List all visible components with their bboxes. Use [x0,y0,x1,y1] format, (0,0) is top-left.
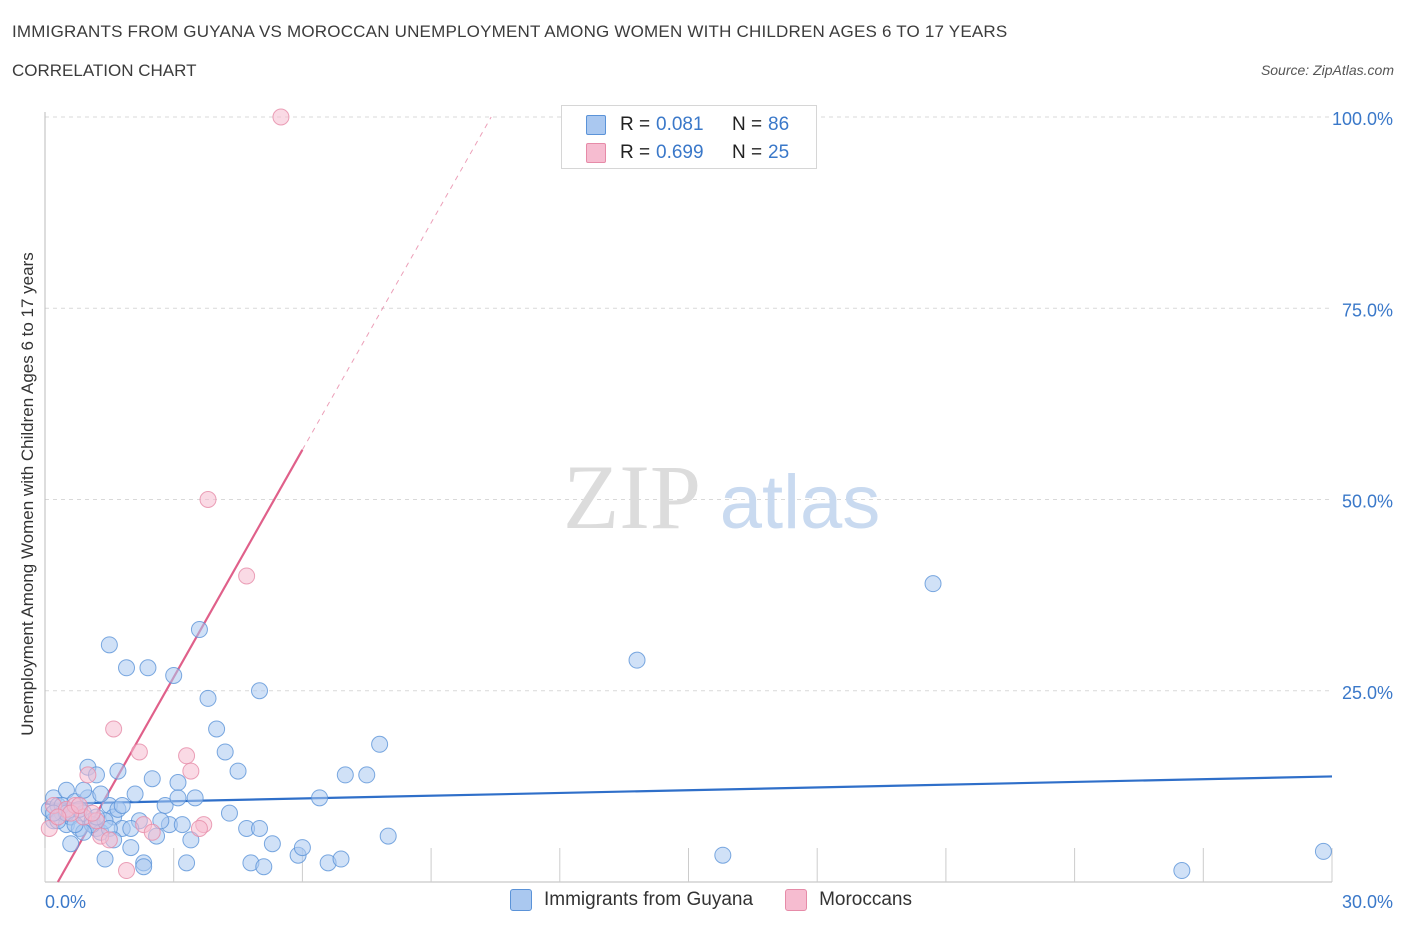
data-point-guyana [358,766,376,784]
data-point-guyana [92,785,110,803]
data-point-guyana [1314,842,1332,860]
x-tick-label: 0.0% [45,892,86,912]
watermark-zip: ZIP [563,446,701,548]
axes [44,112,1333,883]
data-point-guyana [371,735,389,753]
data-point-moroccans [70,797,88,814]
data-point-moroccans [40,819,58,837]
legend-swatch-guyana [510,889,532,911]
data-point-guyana [229,762,247,780]
data-point-guyana [216,743,234,761]
grid-lines [45,116,1332,692]
data-point-moroccans [143,823,161,841]
data-point-guyana [293,839,311,857]
data-point-moroccans [199,491,217,508]
data-point-guyana [62,835,80,853]
data-point-guyana [1173,862,1191,880]
tick-labels: 25.0% 50.0% 75.0% 100.0% 0.0% 30.0% [45,109,1393,912]
legend-label-guyana: Immigrants from Guyana [544,889,754,910]
watermark-atlas: atlas [720,460,881,545]
x-tick-label: 30.0% [1342,892,1393,912]
data-point-guyana [96,850,114,868]
data-point-guyana [152,812,170,830]
data-point-guyana [100,636,118,654]
data-point-guyana [924,575,942,593]
data-points [40,108,1332,880]
data-point-moroccans [79,766,97,784]
watermark: ZIP atlas [563,446,880,548]
data-point-guyana [173,816,191,834]
data-point-guyana [118,659,136,677]
data-point-guyana [332,850,350,868]
data-point-guyana [208,720,226,738]
data-point-guyana [126,785,144,803]
data-point-moroccans [118,862,136,880]
data-point-moroccans [49,808,67,826]
n-value: 86 [768,114,790,135]
data-point-guyana [251,682,268,700]
chart-title: IMMIGRANTS FROM GUYANA VS MOROCCAN UNEMP… [12,22,1008,41]
data-point-guyana [75,781,93,799]
r-label: R = [620,114,651,135]
data-point-guyana [190,621,208,639]
y-tick-label: 25.0% [1342,683,1393,703]
legend-item-moroccans[interactable]: Moroccans [785,889,912,911]
data-point-guyana [336,766,354,784]
data-point-moroccans [130,743,148,761]
data-point-moroccans [178,747,196,765]
data-point-guyana [220,804,238,822]
r-label: R = [620,142,651,163]
chart-subtitle: CORRELATION CHART [12,61,197,80]
n-label: N = [732,114,763,135]
data-point-guyana [182,831,200,849]
data-point-guyana [263,835,281,853]
data-point-moroccans [182,762,200,780]
data-point-guyana [714,846,732,864]
trend-extension-1 [301,116,492,451]
data-point-guyana [251,819,268,837]
data-point-guyana [178,854,196,872]
data-point-guyana [139,659,157,677]
data-point-moroccans [238,567,256,585]
y-tick-label: 100.0% [1332,109,1393,129]
data-point-guyana [169,774,187,792]
y-tick-label: 75.0% [1342,300,1393,320]
trend-line-0 [44,775,1333,806]
data-point-guyana [199,689,217,707]
legend-row-moroccans: R = 0.699 N = 25 [586,139,789,167]
data-point-guyana [255,858,273,876]
series-legend: Immigrants from Guyana Moroccans [510,889,944,911]
data-point-moroccans [272,108,290,126]
legend-label-moroccans: Moroccans [819,889,912,910]
legend-item-guyana[interactable]: Immigrants from Guyana [510,889,753,911]
stats-legend: R = 0.081 N = 86 R = 0.699 N = 25 [561,105,817,169]
data-point-guyana [113,797,131,814]
y-tick-label: 50.0% [1342,492,1393,512]
r-value: 0.699 [656,142,704,163]
data-point-guyana [109,762,127,780]
data-point-moroccans [105,720,123,738]
r-value: 0.081 [656,114,704,135]
data-point-guyana [311,789,329,807]
data-point-guyana [143,770,161,788]
data-point-guyana [165,666,183,684]
data-point-guyana [122,839,140,857]
data-point-guyana [169,789,187,807]
source-credit: Source: ZipAtlas.com [1260,62,1394,78]
data-point-guyana [135,858,153,876]
legend-swatch-moroccans [586,143,606,163]
data-point-moroccans [100,831,118,849]
data-point-moroccans [83,804,101,822]
legend-swatch-moroccans [785,889,808,911]
legend-row-guyana: R = 0.081 N = 86 [586,111,789,139]
data-point-guyana [628,651,646,669]
legend-swatch-guyana [586,115,606,135]
n-value: 25 [768,142,790,163]
data-point-guyana [186,789,204,807]
n-label: N = [732,142,763,163]
data-point-moroccans [190,819,208,837]
data-point-guyana [379,827,397,845]
